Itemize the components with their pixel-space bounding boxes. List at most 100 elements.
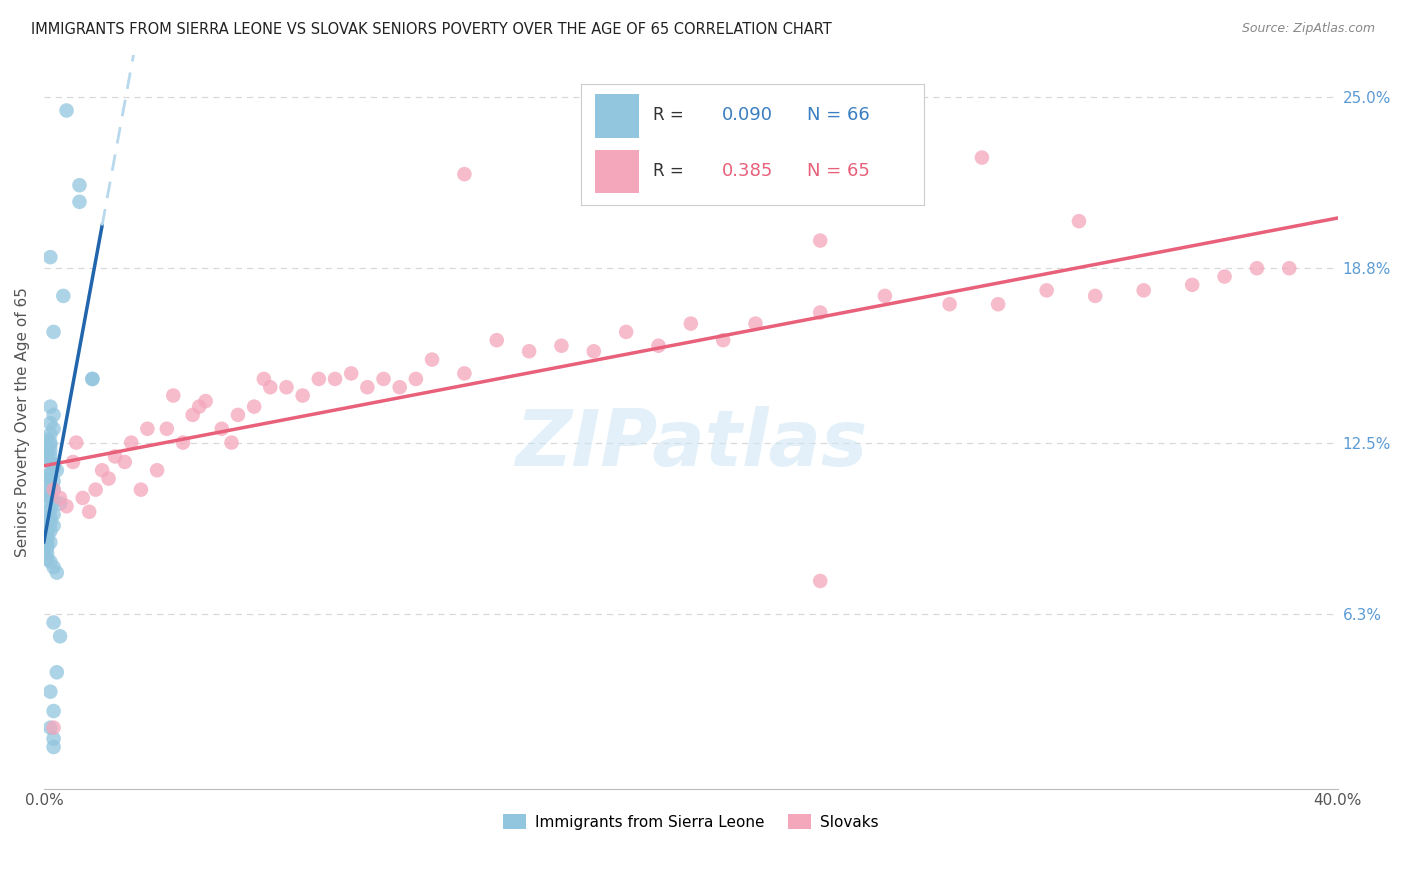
Point: [39, 510, 62, 524]
Point: [1132, 284, 1154, 298]
Point: [39, 524, 62, 538]
Point: [37, 551, 59, 566]
Point: [42, 560, 65, 574]
Point: [181, 408, 204, 422]
Point: [42, 325, 65, 339]
Point: [356, 380, 378, 394]
Point: [243, 400, 266, 414]
Point: [614, 325, 637, 339]
Point: [873, 289, 896, 303]
Point: [82, 372, 104, 386]
Point: [49, 629, 72, 643]
Point: [1067, 214, 1090, 228]
Point: [162, 388, 184, 402]
Point: [388, 380, 411, 394]
Point: [276, 380, 298, 394]
Point: [45, 665, 67, 680]
Point: [453, 167, 475, 181]
Point: [39, 450, 62, 464]
Point: [42, 721, 65, 735]
Point: [146, 463, 169, 477]
Point: [453, 367, 475, 381]
Point: [136, 422, 159, 436]
Point: [37, 533, 59, 547]
Point: [211, 422, 233, 436]
Point: [97, 472, 120, 486]
Point: [42, 615, 65, 630]
Point: [45, 463, 67, 477]
Point: [42, 493, 65, 508]
Point: [37, 527, 59, 541]
Point: [37, 546, 59, 560]
Text: Source: ZipAtlas.com: Source: ZipAtlas.com: [1241, 22, 1375, 36]
Point: [517, 344, 540, 359]
Point: [405, 372, 427, 386]
Point: [42, 508, 65, 522]
Point: [39, 684, 62, 698]
Point: [39, 516, 62, 530]
Point: [37, 521, 59, 535]
Point: [938, 297, 960, 311]
Point: [42, 408, 65, 422]
Point: [37, 447, 59, 461]
Point: [55, 103, 77, 118]
Point: [582, 344, 605, 359]
Point: [1084, 289, 1107, 303]
Point: [39, 416, 62, 430]
Point: [550, 339, 572, 353]
Point: [69, 178, 91, 193]
Point: [308, 372, 330, 386]
Point: [420, 352, 443, 367]
Point: [91, 463, 114, 477]
Point: [37, 538, 59, 552]
Point: [647, 339, 669, 353]
Point: [253, 372, 276, 386]
Point: [42, 739, 65, 754]
Point: [39, 721, 62, 735]
Point: [37, 488, 59, 502]
Point: [711, 333, 734, 347]
Point: [1213, 269, 1236, 284]
Point: [114, 455, 136, 469]
Text: ZIPatlas: ZIPatlas: [515, 406, 868, 482]
Point: [39, 480, 62, 494]
Point: [82, 372, 104, 386]
Point: [226, 408, 249, 422]
Point: [39, 250, 62, 264]
Point: [323, 372, 346, 386]
Point: [485, 333, 508, 347]
Point: [37, 477, 59, 491]
Point: [62, 455, 84, 469]
Point: [84, 483, 107, 497]
Point: [1246, 261, 1268, 276]
Point: [52, 289, 75, 303]
Point: [39, 427, 62, 442]
Point: [39, 535, 62, 549]
Point: [39, 466, 62, 480]
Point: [970, 151, 993, 165]
Point: [42, 460, 65, 475]
Point: [39, 400, 62, 414]
Point: [37, 530, 59, 544]
Point: [49, 491, 72, 505]
Point: [37, 433, 59, 447]
Point: [39, 485, 62, 500]
Point: [1181, 277, 1204, 292]
Point: [39, 455, 62, 469]
Point: [42, 458, 65, 472]
Legend: Immigrants from Sierra Leone, Slovaks: Immigrants from Sierra Leone, Slovaks: [498, 807, 884, 836]
Point: [129, 483, 152, 497]
Y-axis label: Seniors Poverty Over the Age of 65: Seniors Poverty Over the Age of 65: [15, 287, 30, 557]
Point: [39, 443, 62, 458]
Point: [65, 435, 87, 450]
Point: [42, 422, 65, 436]
Point: [808, 234, 831, 248]
Point: [373, 372, 395, 386]
Point: [172, 435, 194, 450]
Point: [72, 491, 94, 505]
Point: [42, 731, 65, 746]
Point: [55, 500, 77, 514]
Point: [39, 472, 62, 486]
Point: [42, 518, 65, 533]
Point: [1278, 261, 1301, 276]
